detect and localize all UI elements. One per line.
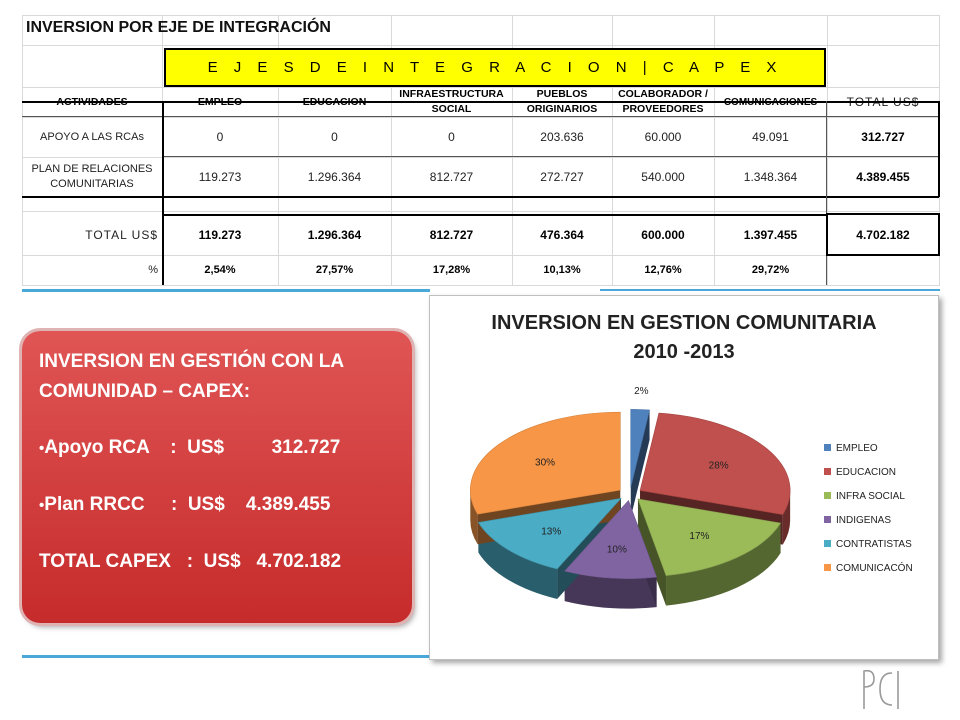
table-cell: 1.348.364 <box>743 169 798 184</box>
pie-data-label: 17% <box>689 531 709 542</box>
header-colaborador: COLABORADOR / PROVEEDORES <box>618 88 708 115</box>
table-cell: 119.273 <box>198 169 242 184</box>
capex-summary-callout: INVERSION EN GESTIÓN CON LA COMUNIDAD – … <box>22 331 412 623</box>
pie-slice-comunicacón <box>470 411 621 515</box>
callout-item-apoyo: •Apoyo RCA : US$ 312.727 <box>39 437 340 459</box>
table-cell: 1.397.455 <box>743 227 798 242</box>
total-row-label: TOTAL US$ <box>85 227 158 242</box>
divider-line <box>600 289 940 291</box>
pie-slice-infra-social <box>637 498 782 576</box>
pie-chart-panel: INVERSION EN GESTION COMUNITARIA 2010 -2… <box>429 295 939 660</box>
callout-item-apoyo-text: Apoyo RCA : US$ 312.727 <box>44 437 341 458</box>
legend-label: CONTRATISTAS <box>836 539 912 550</box>
pie-data-label: 30% <box>535 458 555 469</box>
table-cell: 812.727 <box>429 227 474 242</box>
table-cell: 49.091 <box>752 129 789 144</box>
pie-slice-contratistas <box>477 497 622 570</box>
pci-logo <box>863 669 899 709</box>
table-cell: 540.000 <box>641 169 685 184</box>
pie-slice-side <box>478 522 558 599</box>
table-cell: 10,13% <box>543 263 581 276</box>
legend-swatch <box>824 516 831 523</box>
pie-slice-indigenas <box>564 499 658 579</box>
row-label-plan: PLAN DE RELACIONES COMUNITARIAS <box>31 163 153 190</box>
pie-slice-side <box>564 571 657 609</box>
legend-label: INDIGENAS <box>836 515 891 526</box>
legend-swatch <box>824 468 831 475</box>
callout-heading: INVERSION EN GESTIÓN CON LA COMUNIDAD – … <box>39 351 344 402</box>
chart-title: INVERSION EN GESTION COMUNITARIA <box>491 312 876 334</box>
pie-slice-wall <box>630 410 650 518</box>
legend-label: INFRA SOCIAL <box>836 491 905 502</box>
pie-slice-side <box>470 490 478 545</box>
divider-line <box>22 655 430 658</box>
table-cell: 29,72% <box>751 263 790 276</box>
pie-slice-side <box>782 490 791 545</box>
pie-data-label: 13% <box>541 526 561 537</box>
pie-slice-educacion <box>639 412 791 515</box>
callout-item-plan-text: Plan RRCC : US$ 4.389.455 <box>44 494 331 515</box>
legend-swatch <box>824 540 831 547</box>
table-cell: 27,57% <box>315 263 354 276</box>
pie-slice-empleo <box>630 409 650 488</box>
legend-swatch <box>824 444 831 451</box>
legend-swatch <box>824 492 831 499</box>
callout-total: TOTAL CAPEX : US$ 4.702.182 <box>39 551 342 572</box>
table-cell: 0 <box>331 129 338 144</box>
grand-total: 4.702.182 <box>856 227 910 242</box>
pct-row-label: % <box>148 263 158 276</box>
table-cell: 60.000 <box>644 129 682 144</box>
divider-line <box>22 289 430 292</box>
table-cell: 812.727 <box>429 169 474 184</box>
table-cell: 0 <box>448 129 455 144</box>
legend-swatch <box>824 564 831 571</box>
pie-data-label: 2% <box>634 386 649 397</box>
table-cell: 1.296.364 <box>307 169 362 184</box>
legend-label: EMPLEO <box>836 443 878 454</box>
legend-label: COMUNICACÓN <box>836 561 913 574</box>
table-cell: 17,28% <box>432 263 471 276</box>
bullet-icon: • <box>39 497 45 514</box>
table-cell: 1.296.364 <box>307 227 362 242</box>
axes-banner: E J E S D E I N T E G R A C I O N | C A … <box>164 48 826 87</box>
table-cell: 119.273 <box>198 227 242 242</box>
row-total-plan: 4.389.455 <box>856 169 910 184</box>
table-cell: 476.364 <box>540 227 584 242</box>
pie-slice-side <box>666 523 781 606</box>
table-cell: 0 <box>216 129 224 144</box>
pie-chart: INVERSION EN GESTION COMUNITARIA 2010 -2… <box>470 312 913 609</box>
pie-slice-wall <box>637 498 667 606</box>
table-cell: 2,54% <box>204 263 236 276</box>
chart-subtitle: 2010 -2013 <box>633 341 734 363</box>
pie-data-label: 10% <box>607 545 627 556</box>
row-label-apoyo: APOYO A LAS RCAs <box>40 130 144 143</box>
table-title: INVERSION POR EJE DE INTEGRACIÓN <box>26 19 331 36</box>
header-infraestructura: INFRAESTRUCTURA SOCIAL <box>399 88 504 115</box>
legend-label: EDUCACION <box>836 467 896 478</box>
table-cell: 203.636 <box>540 129 584 144</box>
table-cell: 272.727 <box>540 169 584 184</box>
callout-item-plan: •Plan RRCC : US$ 4.389.455 <box>39 494 330 516</box>
bullet-icon: • <box>39 440 45 457</box>
table-cell: 600.000 <box>641 227 685 242</box>
pie-data-label: 28% <box>709 461 729 472</box>
row-total-apoyo: 312.727 <box>861 129 905 144</box>
header-pueblos: PUEBLOS ORIGINARIOS <box>526 88 598 115</box>
capex-table: INVERSION POR EJE DE INTEGRACIÓN E J E S… <box>22 15 940 286</box>
table-cell: 12,76% <box>644 263 682 276</box>
